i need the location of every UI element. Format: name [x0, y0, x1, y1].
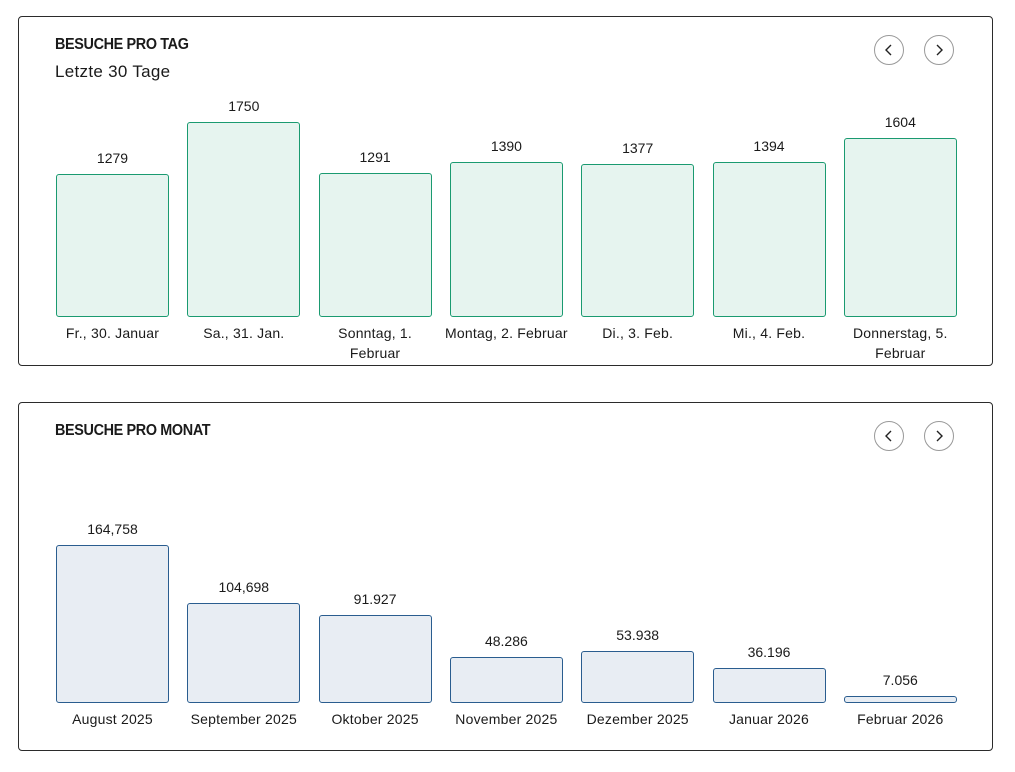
value-label: 48.286 [484, 632, 528, 649]
value-label: 1390 [490, 138, 522, 155]
bar [712, 668, 826, 703]
chart-card: Besuche pro Tag Letzte 30 Tage 1279 Fr., … [18, 16, 993, 366]
next-button[interactable] [924, 421, 954, 451]
bar [581, 163, 695, 317]
x-tick-label: Januar 2026 [728, 711, 810, 727]
next-icon [936, 430, 943, 442]
prev-icon [885, 430, 892, 442]
chart-title: Besuche pro Tag [55, 36, 189, 53]
value-label: 1291 [359, 149, 391, 166]
bar [318, 173, 432, 317]
prev-button[interactable] [874, 421, 904, 451]
bar [56, 174, 169, 317]
x-tick-label: Fr., 30. Januar [65, 325, 160, 341]
x-tick-label: Montag, 2. Februar [445, 325, 568, 341]
value-label: 104,698 [218, 578, 270, 595]
chart-title: Besuche pro Monat [55, 422, 211, 439]
x-tick-label: November 2025 [455, 711, 558, 727]
value-label: 164,758 [87, 521, 138, 537]
x-tick-label: Sonntag, 1. Februar [338, 325, 412, 361]
bar [843, 138, 957, 317]
value-label: 1279 [96, 150, 129, 167]
value-label: 1750 [228, 98, 260, 114]
chart-subtitle: Letzte 30 Tage [55, 62, 171, 81]
x-tick-label: Sa., 31. Jan. [203, 325, 285, 341]
bar [187, 602, 301, 703]
bar [187, 122, 301, 317]
x-tick-label: Di., 3. Feb. [602, 325, 674, 341]
bar [318, 614, 432, 703]
x-tick-label: Oktober 2025 [331, 711, 419, 727]
value-label: 36.196 [747, 644, 791, 661]
bar [843, 696, 957, 703]
value-label: 1604 [884, 114, 916, 131]
prev-button[interactable] [874, 35, 904, 65]
bar [449, 162, 563, 317]
value-label: 53.938 [616, 627, 660, 644]
prev-icon [885, 44, 892, 56]
bar [712, 161, 826, 317]
x-tick-label: Donnerstag, 5. Februar [852, 325, 948, 361]
x-tick-label: August 2025 [72, 711, 153, 727]
x-tick-label: Dezember 2025 [586, 711, 689, 727]
x-tick-label: September 2025 [190, 711, 297, 727]
value-label: 7.056 [882, 672, 918, 689]
bar [56, 545, 169, 703]
next-button[interactable] [924, 35, 954, 65]
bar [581, 651, 695, 703]
value-label: 1394 [753, 137, 785, 154]
next-icon [936, 44, 943, 56]
value-label: 91.927 [353, 590, 397, 607]
value-label: 1377 [622, 139, 654, 156]
bar [449, 656, 563, 703]
chart-card: Besuche pro Monat 164,758 August 2025 104,… [18, 402, 993, 751]
x-tick-label: Februar 2026 [857, 711, 944, 727]
x-tick-label: Mi., 4. Feb. [732, 325, 806, 341]
